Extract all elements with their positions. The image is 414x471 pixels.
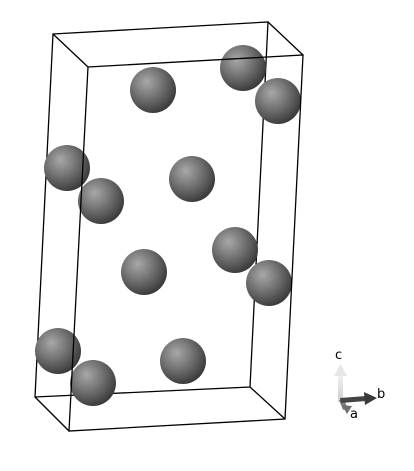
- a-axis-label: a: [350, 407, 358, 422]
- atom: [246, 260, 292, 306]
- c-axis-label: c: [335, 348, 342, 363]
- atom: [130, 67, 176, 113]
- atom: [35, 328, 81, 374]
- atom: [169, 156, 215, 202]
- atom: [160, 338, 206, 384]
- b-axis-label: b: [377, 387, 385, 402]
- atoms: [35, 45, 301, 406]
- atom: [121, 249, 167, 295]
- c-axis-arrow: [334, 364, 347, 402]
- unit-cell-front-face: [68, 54, 304, 432]
- atom: [44, 145, 90, 191]
- orientation-axes: c b a: [334, 348, 385, 422]
- atom: [70, 360, 116, 406]
- atom: [220, 45, 266, 91]
- unit-cell-side-edges: [34, 21, 304, 432]
- atom: [212, 227, 258, 273]
- b-axis-arrow: [340, 392, 377, 405]
- atom: [255, 78, 301, 124]
- atom: [78, 178, 124, 224]
